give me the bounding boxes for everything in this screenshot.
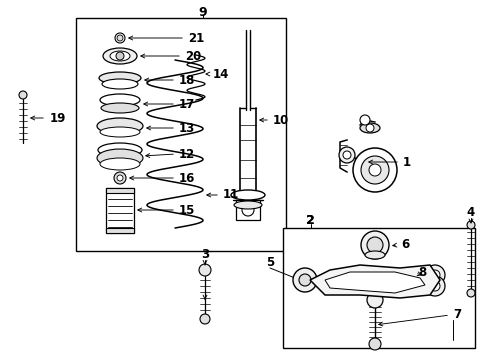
- Ellipse shape: [103, 48, 137, 64]
- Text: 17: 17: [179, 98, 195, 111]
- Circle shape: [117, 35, 123, 41]
- Text: 1: 1: [402, 156, 410, 168]
- Bar: [106, 188, 134, 233]
- Text: 15: 15: [179, 203, 195, 216]
- Ellipse shape: [234, 201, 262, 209]
- Bar: [106, 228, 134, 233]
- Circle shape: [117, 175, 123, 181]
- Circle shape: [338, 147, 354, 163]
- Circle shape: [352, 148, 396, 192]
- Circle shape: [360, 231, 388, 259]
- Circle shape: [200, 314, 209, 324]
- Circle shape: [116, 52, 124, 60]
- Ellipse shape: [101, 103, 139, 113]
- Ellipse shape: [97, 118, 142, 134]
- Bar: [236, 200, 260, 220]
- Polygon shape: [325, 272, 424, 293]
- Circle shape: [424, 265, 444, 285]
- Text: 14: 14: [213, 68, 229, 81]
- Circle shape: [342, 151, 350, 159]
- Circle shape: [368, 338, 380, 350]
- Circle shape: [19, 91, 27, 99]
- Circle shape: [360, 156, 388, 184]
- Circle shape: [429, 270, 439, 280]
- Text: 18: 18: [179, 73, 195, 86]
- Circle shape: [429, 281, 439, 291]
- Ellipse shape: [230, 190, 264, 200]
- Text: 4: 4: [466, 207, 474, 220]
- Text: 6: 6: [400, 238, 408, 252]
- Text: 8: 8: [417, 266, 426, 279]
- Text: 2: 2: [305, 213, 314, 226]
- Text: 10: 10: [272, 113, 289, 126]
- Text: 7: 7: [452, 309, 460, 321]
- Ellipse shape: [100, 127, 140, 137]
- Ellipse shape: [100, 94, 140, 106]
- Circle shape: [366, 292, 382, 308]
- Circle shape: [368, 164, 380, 176]
- Bar: [76, 18, 285, 251]
- Circle shape: [365, 124, 373, 132]
- Circle shape: [292, 268, 316, 292]
- Polygon shape: [309, 265, 439, 298]
- Circle shape: [466, 289, 474, 297]
- Text: 20: 20: [184, 49, 201, 63]
- Text: 2: 2: [305, 213, 314, 226]
- Text: 9: 9: [198, 5, 207, 18]
- Circle shape: [199, 264, 210, 276]
- Ellipse shape: [97, 149, 142, 167]
- Text: 5: 5: [265, 256, 274, 269]
- Text: 19: 19: [50, 112, 66, 125]
- Ellipse shape: [100, 158, 140, 170]
- Circle shape: [466, 221, 474, 229]
- Text: 16: 16: [179, 171, 195, 184]
- Text: 12: 12: [179, 148, 195, 161]
- Text: 13: 13: [179, 122, 195, 135]
- Ellipse shape: [110, 51, 130, 61]
- Ellipse shape: [359, 123, 379, 133]
- Circle shape: [424, 276, 444, 296]
- Text: 21: 21: [187, 31, 204, 45]
- Bar: [106, 188, 134, 193]
- Circle shape: [114, 172, 126, 184]
- Bar: [283, 228, 474, 348]
- Ellipse shape: [99, 72, 141, 84]
- Text: 3: 3: [201, 248, 209, 261]
- Circle shape: [115, 33, 125, 43]
- Text: 11: 11: [223, 189, 239, 202]
- Circle shape: [298, 274, 310, 286]
- Ellipse shape: [102, 79, 138, 89]
- Circle shape: [366, 237, 382, 253]
- Circle shape: [359, 115, 369, 125]
- Ellipse shape: [98, 143, 142, 157]
- Ellipse shape: [364, 251, 384, 259]
- Circle shape: [242, 204, 253, 216]
